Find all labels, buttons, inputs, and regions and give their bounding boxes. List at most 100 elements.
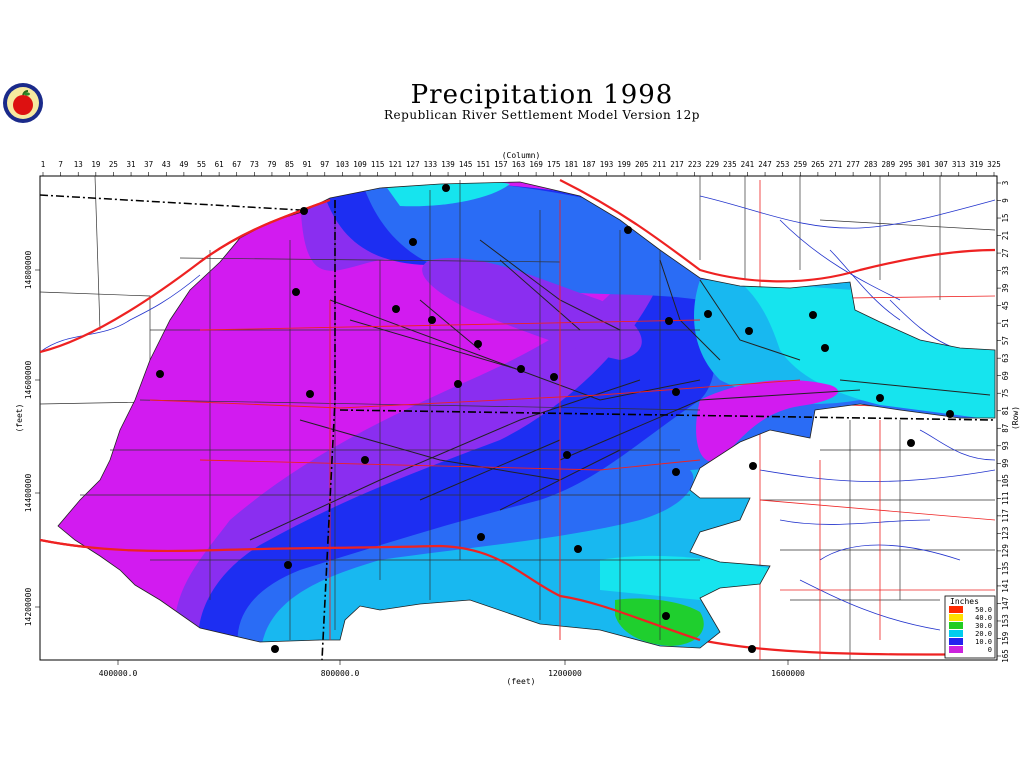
station-marker	[517, 365, 525, 373]
column-tick-label: 79	[267, 160, 276, 169]
legend-title: Inches	[950, 597, 979, 606]
station-marker	[748, 645, 756, 653]
legend-label: 50.0	[975, 606, 992, 614]
station-marker	[749, 462, 757, 470]
station-marker	[392, 305, 400, 313]
row-tick-label: 51	[1001, 319, 1010, 328]
column-tick-label: 271	[829, 160, 843, 169]
column-tick-label: 19	[91, 160, 100, 169]
legend-swatch	[949, 622, 963, 629]
station-marker	[550, 373, 558, 381]
column-tick-label: 229	[705, 160, 719, 169]
column-tick-label: 313	[952, 160, 966, 169]
station-marker	[624, 226, 632, 234]
column-tick-labels: 1 7 13 19 25 31 37 43 49 55 61 67 73 79 85 91 97 103 109 11…	[41, 160, 1001, 176]
y-tick-labels: 14800000 14600000 14400000 14200000	[24, 251, 40, 627]
column-tick-label: 235	[723, 160, 737, 169]
station-marker	[821, 344, 829, 352]
column-axis-label: (Column)	[502, 151, 541, 160]
column-tick-label: 55	[197, 160, 206, 169]
column-tick-label: 61	[215, 160, 224, 169]
legend-label: 10.0	[975, 638, 992, 646]
map-title: Precipitation 1998	[410, 80, 674, 110]
row-tick-label: 105	[1001, 474, 1010, 488]
apple-logo-icon	[3, 83, 43, 123]
column-tick-label: 265	[811, 160, 825, 169]
column-tick-label: 133	[424, 160, 438, 169]
legend-label: 40.0	[975, 614, 992, 622]
stream-cells	[249, 239, 991, 541]
row-tick-label: 45	[1001, 301, 1010, 310]
column-tick-label: 1	[41, 160, 46, 169]
column-tick-label: 319	[970, 160, 984, 169]
column-tick-label: 187	[582, 160, 596, 169]
column-tick-label: 295	[899, 160, 913, 169]
row-tick-label: 63	[1001, 354, 1010, 363]
column-tick-label: 109	[353, 160, 367, 169]
legend-swatch	[949, 646, 963, 653]
row-tick-label: 81	[1001, 406, 1010, 415]
y-tick-label: 14800000	[24, 251, 33, 290]
column-tick-label: 163	[512, 160, 526, 169]
station-marker	[474, 340, 482, 348]
column-tick-label: 181	[565, 160, 579, 169]
row-tick-label: 135	[1001, 562, 1010, 576]
y-axis-label: (feet)	[15, 404, 24, 433]
row-tick-label: 159	[1001, 632, 1010, 646]
row-tick-label: 87	[1001, 424, 1010, 433]
row-tick-label: 111	[1001, 492, 1010, 506]
legend-swatch	[949, 614, 963, 621]
column-tick-label: 175	[547, 160, 561, 169]
station-marker	[454, 380, 462, 388]
row-tick-label: 93	[1001, 441, 1010, 450]
column-tick-label: 199	[617, 160, 631, 169]
column-tick-label: 85	[285, 160, 294, 169]
station-marker	[946, 410, 954, 418]
weather-stations	[156, 184, 954, 653]
row-tick-label: 123	[1001, 527, 1010, 541]
column-tick-label: 121	[388, 160, 402, 169]
row-tick-label: 39	[1001, 284, 1010, 293]
row-tick-label: 75	[1001, 389, 1010, 398]
x-tick-label: 1200000	[548, 669, 582, 678]
legend-swatch	[949, 630, 963, 637]
column-tick-label: 211	[653, 160, 667, 169]
column-tick-label: 217	[670, 160, 684, 169]
column-tick-label: 49	[179, 160, 188, 169]
station-marker	[477, 533, 485, 541]
row-tick-label: 147	[1001, 597, 1010, 611]
row-tick-label: 21	[1001, 231, 1010, 240]
station-marker	[361, 456, 369, 464]
column-tick-label: 193	[600, 160, 614, 169]
station-marker	[409, 238, 417, 246]
column-tick-label: 325	[987, 160, 1001, 169]
station-marker	[662, 612, 670, 620]
column-tick-label: 91	[303, 160, 312, 169]
row-tick-label: 15	[1001, 214, 1010, 223]
legend-label: 0	[988, 646, 992, 654]
row-tick-label: 57	[1001, 336, 1010, 345]
x-axis-label: (feet)	[507, 677, 536, 686]
row-tick-label: 129	[1001, 544, 1010, 558]
station-marker	[672, 468, 680, 476]
column-tick-label: 127	[406, 160, 420, 169]
station-marker	[665, 317, 673, 325]
station-marker	[428, 316, 436, 324]
column-tick-label: 223	[688, 160, 702, 169]
x-tick-label: 800000.0	[321, 669, 360, 678]
station-marker	[563, 451, 571, 459]
y-tick-label: 14200000	[24, 588, 33, 627]
x-tick-labels: 400000.0 800000.0 1200000 1600000	[99, 660, 805, 678]
model-boundary	[57, 181, 996, 649]
row-tick-label: 117	[1001, 509, 1010, 523]
station-marker	[574, 545, 582, 553]
column-tick-label: 205	[635, 160, 649, 169]
column-tick-label: 151	[477, 160, 491, 169]
column-tick-label: 277	[846, 160, 860, 169]
legend-label: 20.0	[975, 630, 992, 638]
column-tick-label: 43	[162, 160, 171, 169]
column-tick-label: 253	[776, 160, 790, 169]
column-tick-label: 241	[741, 160, 755, 169]
column-tick-label: 301	[917, 160, 931, 169]
legend-label: 30.0	[975, 622, 992, 630]
